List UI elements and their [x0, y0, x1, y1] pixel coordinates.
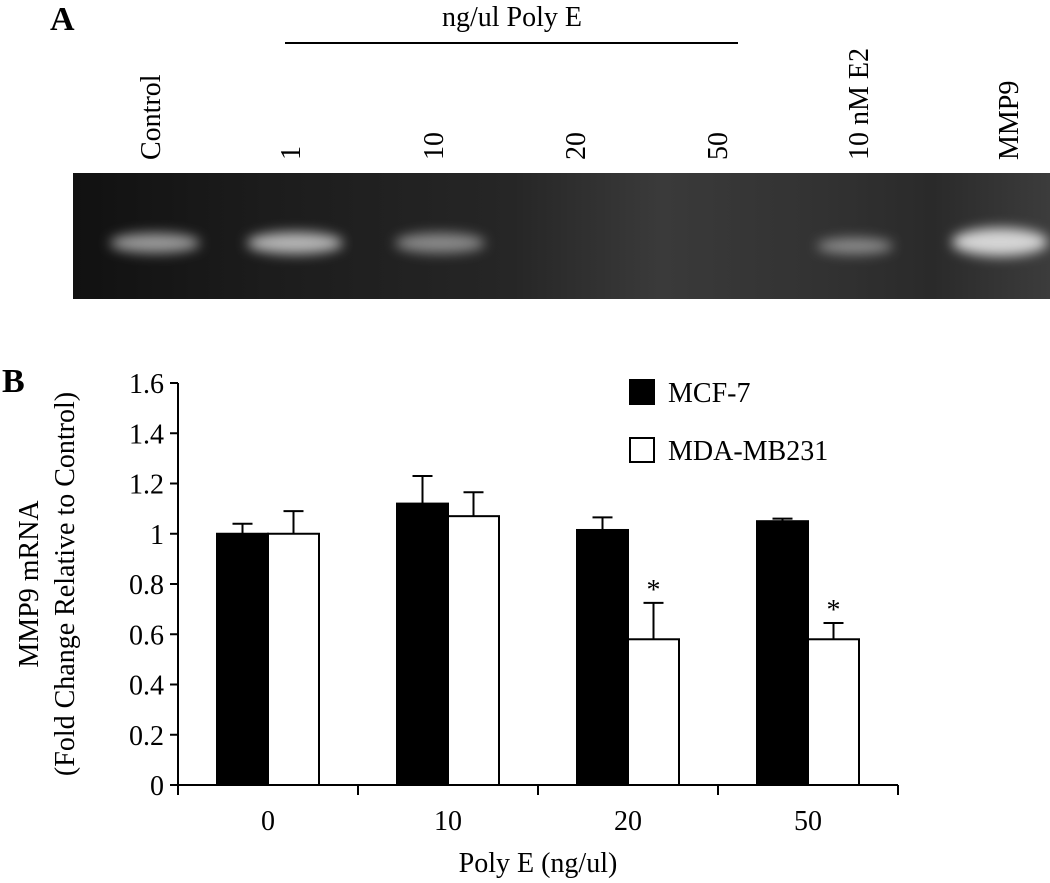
error-bar — [643, 601, 664, 640]
band — [247, 232, 343, 254]
x-tick-label: 50 — [794, 806, 822, 837]
bar — [627, 638, 680, 787]
error-bar — [823, 621, 844, 640]
x-axis-label: Poly E (ng/ul) — [459, 848, 618, 879]
y-tick-label: 1.2 — [129, 470, 164, 501]
lane-label: MMP9 — [994, 81, 1025, 160]
error-bar — [463, 491, 484, 517]
y-tick-label: 0.6 — [129, 620, 164, 651]
y-tick-label: 1.4 — [129, 419, 164, 450]
y-tick-label: 0.8 — [129, 570, 164, 601]
legend-label: MCF-7 — [668, 378, 750, 409]
significance-mark: * — [647, 575, 661, 606]
legend-label: MDA-MB231 — [668, 436, 828, 467]
band — [817, 238, 893, 254]
y-tick-label: 0.2 — [129, 721, 164, 752]
x-tick-label: 20 — [614, 806, 642, 837]
significance-mark: * — [827, 595, 841, 626]
band — [952, 228, 1048, 256]
y-tick-label: 0 — [150, 771, 164, 802]
band — [110, 233, 200, 253]
bar — [807, 638, 860, 787]
gel-bands — [110, 228, 1048, 256]
gel-background — [73, 173, 1050, 299]
panel-label: A — [50, 1, 75, 38]
y-axis-label: (Fold Change Relative to Control) — [50, 392, 81, 776]
legend-swatch — [629, 379, 655, 405]
legend-swatch — [629, 437, 655, 463]
panel-label: B — [2, 363, 25, 400]
bar — [396, 502, 449, 786]
error-bar — [592, 516, 613, 530]
group-label: ng/ul Poly E — [442, 2, 582, 33]
y-tick-label: 0.4 — [129, 671, 164, 702]
y-tick-label: 1 — [150, 520, 164, 551]
y-tick-label: 1.6 — [129, 369, 164, 400]
lane-label: 50 — [703, 132, 734, 160]
lane-label: 20 — [561, 132, 592, 160]
bar — [576, 528, 629, 787]
lane-label: Control — [136, 74, 167, 160]
bar — [216, 532, 269, 786]
bar — [267, 532, 320, 786]
error-bar — [232, 522, 253, 534]
lane-label: 1 — [276, 146, 307, 160]
x-tick-label: 10 — [434, 806, 462, 837]
lane-labels: Control 1 10 20 50 10 nM E2 MMP9 — [136, 48, 1025, 160]
bar — [447, 515, 500, 786]
lane-label: 10 nM E2 — [844, 48, 875, 160]
lane-label: 10 — [419, 132, 450, 160]
error-bar — [412, 474, 433, 504]
y-axis-label: MMP9 mRNA — [14, 500, 45, 668]
bar — [756, 520, 809, 786]
error-bar — [283, 510, 304, 534]
x-tick-label: 0 — [261, 806, 275, 837]
gel-image — [73, 173, 1050, 299]
band — [395, 233, 485, 253]
